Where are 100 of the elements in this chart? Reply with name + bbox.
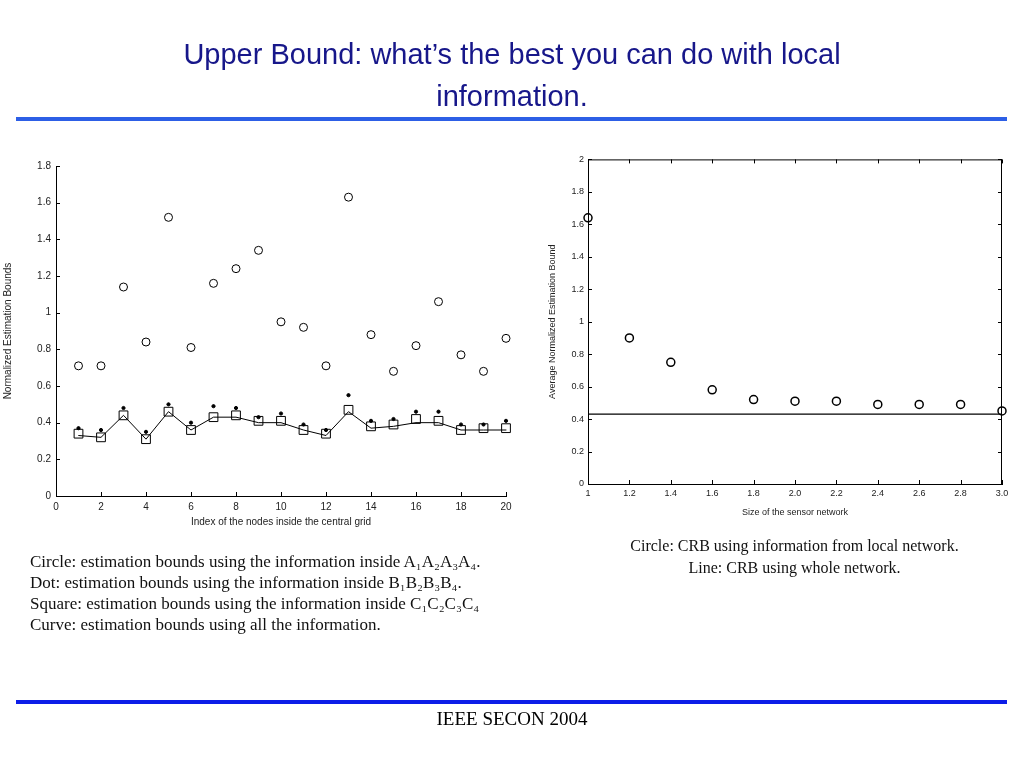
x-tick-label: 2 bbox=[98, 500, 105, 512]
point bbox=[254, 245, 263, 255]
x-tick-label: 2.2 bbox=[830, 487, 843, 498]
point bbox=[186, 343, 196, 352]
x-tick-label: 2.8 bbox=[954, 487, 967, 498]
point bbox=[389, 366, 398, 376]
text: IEEE SECON 2004 bbox=[435, 707, 589, 731]
point bbox=[748, 394, 759, 405]
y-tick-label: 0.8 bbox=[571, 348, 584, 359]
x-tick-label: 10 bbox=[275, 500, 287, 512]
x-tick-label: 16 bbox=[410, 500, 422, 512]
point bbox=[209, 278, 218, 288]
text: Curve: estimation bounds using all the information. bbox=[30, 614, 381, 635]
y-tick-label: 1.6 bbox=[571, 218, 584, 229]
point bbox=[666, 357, 676, 368]
y-tick-label: 1.4 bbox=[571, 251, 584, 262]
x-tick-label: 4 bbox=[143, 500, 150, 512]
point bbox=[790, 396, 800, 406]
point bbox=[478, 423, 489, 434]
point bbox=[231, 410, 241, 421]
point bbox=[501, 423, 511, 434]
point bbox=[366, 421, 376, 432]
x-tick-label: 14 bbox=[365, 500, 377, 512]
y-axis-title: Normalized Estimation Bounds bbox=[1, 262, 13, 400]
x-tick-label: 20 bbox=[500, 500, 512, 512]
point bbox=[624, 333, 635, 343]
point bbox=[456, 350, 466, 360]
x-tick-label: 0 bbox=[53, 500, 60, 512]
point bbox=[501, 333, 511, 343]
y-tick-label: 2 bbox=[578, 153, 584, 164]
point bbox=[298, 425, 309, 435]
x-tick-label: 2.0 bbox=[788, 487, 802, 498]
point bbox=[119, 282, 128, 292]
point bbox=[253, 415, 264, 426]
point bbox=[231, 264, 241, 274]
x-tick-label: 1.6 bbox=[705, 487, 719, 498]
y-tick-label: 1 bbox=[45, 306, 52, 318]
y-tick-label: 0 bbox=[578, 478, 584, 489]
point bbox=[411, 414, 421, 424]
x-tick-label: 12 bbox=[320, 500, 332, 512]
point bbox=[73, 428, 84, 439]
x-tick-label: 6 bbox=[188, 500, 195, 512]
point bbox=[299, 322, 308, 332]
point bbox=[997, 406, 1007, 416]
x-axis-title: Size of the sensor network bbox=[741, 507, 849, 518]
point bbox=[276, 415, 286, 426]
point bbox=[163, 406, 174, 417]
x-tick-label: 3.0 bbox=[995, 487, 1009, 498]
point bbox=[96, 432, 106, 443]
x-tick-label: 1.4 bbox=[664, 487, 678, 498]
point bbox=[141, 434, 151, 445]
point bbox=[479, 366, 488, 376]
point bbox=[583, 213, 593, 223]
point bbox=[118, 410, 129, 421]
y-tick-label: 1.8 bbox=[571, 186, 584, 197]
point bbox=[434, 297, 443, 307]
point bbox=[186, 425, 196, 435]
point bbox=[873, 399, 883, 410]
text: Circle: CRB using information from local network. bbox=[629, 536, 960, 557]
point bbox=[411, 341, 421, 351]
x-tick-label: 1.2 bbox=[623, 487, 636, 498]
point bbox=[321, 428, 331, 439]
text: Line: CRB using whole network. bbox=[687, 558, 902, 579]
y-axis-title: Average Normalized Estimation Bound bbox=[546, 244, 557, 399]
x-tick-label: 2.4 bbox=[871, 487, 885, 498]
point bbox=[388, 419, 399, 430]
point bbox=[707, 385, 717, 395]
y-tick-label: 1.2 bbox=[571, 283, 584, 294]
point bbox=[343, 404, 354, 415]
point bbox=[366, 330, 376, 340]
y-tick-label: 0.6 bbox=[37, 379, 52, 391]
point bbox=[276, 317, 286, 327]
y-tick-label: 0.2 bbox=[571, 446, 584, 457]
x-tick-label: 1 bbox=[585, 487, 591, 498]
point bbox=[344, 192, 353, 202]
point bbox=[955, 399, 966, 410]
x-axis-title: Index of the nodes inside the central grid bbox=[190, 515, 372, 527]
x-tick-label: 1.8 bbox=[747, 487, 760, 498]
y-tick-label: 1.6 bbox=[37, 196, 52, 208]
point bbox=[74, 361, 83, 371]
point bbox=[141, 337, 151, 347]
point bbox=[208, 412, 219, 423]
text: Upper Bound: what’s the best you can do with local information. bbox=[182, 37, 842, 114]
y-tick-label: 0.4 bbox=[571, 413, 584, 424]
text: Square: estimation bounds using the information inside C₁C₂C₃C₄ bbox=[30, 593, 480, 614]
y-tick-label: 1.4 bbox=[37, 233, 52, 245]
x-tick-label: 18 bbox=[455, 500, 467, 512]
y-tick-label: 1.2 bbox=[37, 269, 52, 281]
text: Dot: estimation bounds using the information inside B₁B₂B₃B₄. bbox=[30, 572, 462, 593]
x-tick-label: 8 bbox=[233, 500, 240, 512]
point bbox=[321, 361, 331, 371]
point bbox=[164, 212, 173, 222]
point bbox=[456, 425, 466, 435]
x-tick-label: 2.6 bbox=[912, 487, 926, 498]
y-tick-label: 0.6 bbox=[571, 381, 584, 392]
y-tick-label: 0.2 bbox=[37, 453, 52, 465]
y-tick-label: 0.8 bbox=[37, 343, 52, 355]
point bbox=[433, 415, 444, 426]
point bbox=[831, 396, 842, 406]
text: Circle: estimation bounds using the information inside A₁A₂A₃A₄. bbox=[30, 551, 481, 572]
